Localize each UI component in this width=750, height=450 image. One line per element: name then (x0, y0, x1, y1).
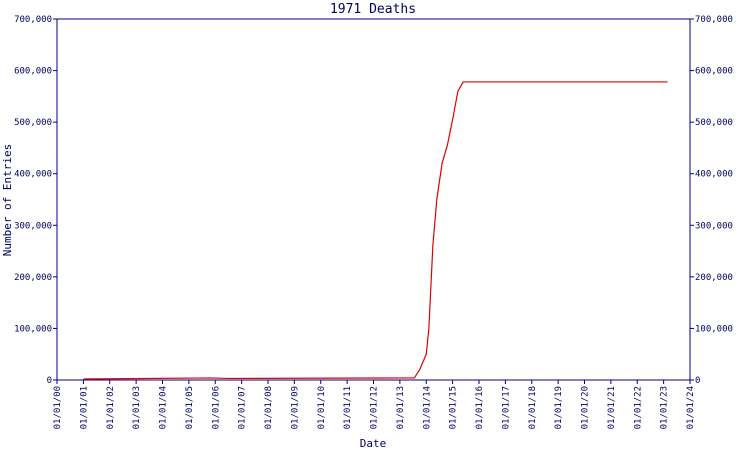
x-tick-label: 01/01/23 (660, 386, 670, 429)
y2-tick-label: 700,000 (695, 15, 733, 25)
x-tick-label: 01/01/07 (238, 386, 248, 429)
y-tick-label: 400,000 (14, 170, 52, 180)
x-tick-label: 01/01/08 (264, 386, 274, 429)
y2-tick-label: 100,000 (695, 324, 733, 334)
y-tick-label: 300,000 (14, 221, 52, 231)
x-tick-label: 01/01/14 (422, 386, 432, 429)
y2-tick-label: 500,000 (695, 118, 733, 128)
x-tick-label: 01/01/05 (185, 386, 195, 429)
y2-tick-label: 200,000 (695, 273, 733, 283)
x-tick-label: 01/01/06 (211, 386, 221, 429)
x-tick-label: 01/01/11 (343, 386, 353, 429)
x-tick-label: 01/01/09 (290, 386, 300, 429)
x-tick-label: 01/01/16 (475, 386, 485, 429)
y-tick-label: 600,000 (14, 67, 52, 77)
x-tick-label: 01/01/21 (607, 386, 617, 429)
y-axis-title: Number of Entries (1, 144, 14, 257)
y2-tick-label: 300,000 (695, 221, 733, 231)
x-tick-label: 01/01/20 (581, 386, 591, 429)
chart-title: 1971 Deaths (330, 2, 416, 17)
y-tick-label: 0 (47, 376, 52, 386)
x-tick-label: 01/01/00 (53, 386, 63, 429)
x-tick-label: 01/01/19 (554, 386, 564, 429)
x-tick-label: 01/01/02 (106, 386, 116, 429)
x-tick-label: 01/01/04 (159, 386, 169, 429)
y-tick-label: 200,000 (14, 273, 52, 283)
y-tick-label: 500,000 (14, 118, 52, 128)
line (83, 81, 668, 380)
y2-tick-label: 400,000 (695, 170, 733, 180)
x-tick-label: 01/01/03 (132, 386, 142, 429)
x-tick-label: 01/01/18 (528, 386, 538, 429)
x-tick-label: 01/01/01 (79, 386, 89, 429)
y-tick-label: 700,000 (14, 15, 52, 25)
x-tick-label: 01/01/17 (501, 386, 511, 429)
y-tick-label: 100,000 (14, 324, 52, 334)
x-axis-title: Date (360, 437, 387, 450)
x-tick-label: 01/01/22 (633, 386, 643, 429)
y2-tick-label: 0 (695, 376, 700, 386)
x-tick-label: 01/01/10 (317, 386, 327, 429)
x-tick-label: 01/01/15 (449, 386, 459, 429)
y2-tick-label: 600,000 (695, 67, 733, 77)
x-tick-label: 01/01/13 (396, 386, 406, 429)
x-tick-label: 01/01/12 (370, 386, 380, 429)
x-tick-label: 01/01/24 (686, 386, 696, 429)
